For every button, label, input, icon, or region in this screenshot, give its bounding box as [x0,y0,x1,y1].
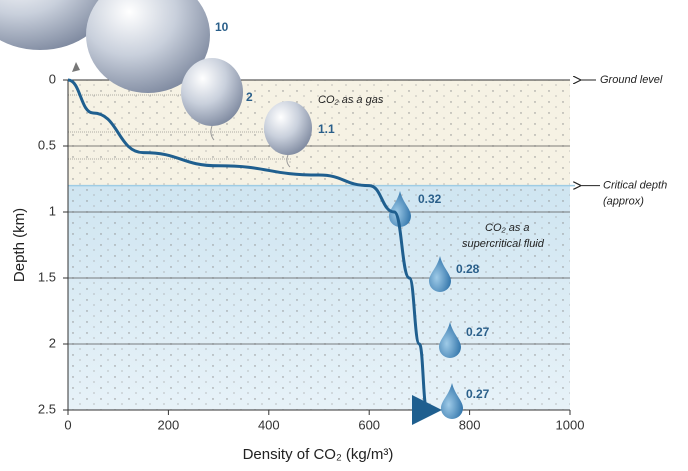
volume-label: 1.1 [318,122,335,136]
x-axis-title: Density of CO₂ (kg/m³) [243,446,394,463]
volume-label: 10 [215,20,229,34]
x-tick-label: 600 [358,417,380,432]
balloon-knot [72,62,80,72]
annotation: supercritical fluid [462,238,545,250]
balloon [181,58,243,126]
annotation: CO₂ as a [485,222,530,234]
annotation: (approx) [603,196,644,208]
y-tick-label: 2 [49,335,56,350]
y-axis-title: Depth (km) [11,208,28,282]
y-tick-label: 1 [49,203,56,218]
volume-label: 0.27 [466,387,490,401]
y-tick-label: 2.5 [38,401,56,416]
balloon [264,101,312,155]
annotation: CO₂ as a gas [318,94,384,106]
x-tick-label: 400 [258,417,280,432]
x-tick-label: 1000 [556,417,585,432]
chart: Density of CO₂ (kg/m³) Depth (km) Critic… [0,0,688,471]
x-tick-label: 200 [158,417,180,432]
volume-label: 0.28 [456,262,480,276]
x-tick-label: 0 [64,417,71,432]
page: {"chart_data": { "type": "line", "x_labe… [0,0,688,471]
annotation: Critical depth [603,180,667,192]
y-tick-label: 0.5 [38,137,56,152]
y-tick-label: 0 [49,71,56,86]
y-tick-label: 1.5 [38,269,56,284]
x-tick-label: 800 [459,417,481,432]
volume-label: 0.32 [418,192,442,206]
volume-label: 0.27 [466,325,490,339]
volume-label: 2 [246,90,253,104]
annotation: Ground level [600,74,663,86]
